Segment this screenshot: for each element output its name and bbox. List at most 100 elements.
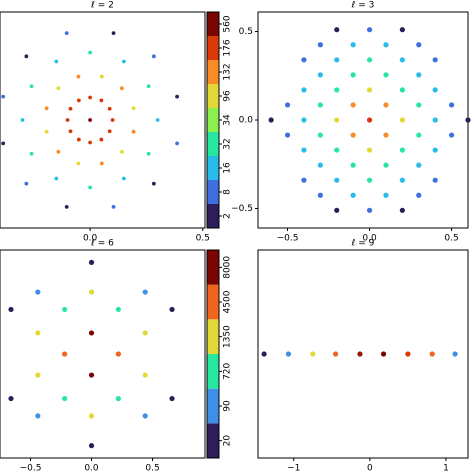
data-point [142, 289, 148, 295]
data-point [35, 289, 41, 295]
colorbar-label: 176 [223, 39, 233, 56]
data-point [399, 207, 405, 213]
data-point [54, 59, 59, 64]
colorbar-segment [207, 388, 219, 424]
y-tick-label: 0.0 [239, 116, 254, 126]
data-point [35, 330, 41, 336]
data-point [88, 95, 93, 100]
colorbar-segment [207, 84, 219, 108]
data-point [350, 42, 356, 48]
data-point [65, 118, 70, 122]
plot-frame [0, 11, 206, 229]
colorbar-frame [206, 249, 220, 459]
data-point [24, 54, 29, 59]
data-point [334, 87, 340, 93]
data-point [366, 177, 373, 183]
data-point [432, 147, 438, 153]
data-point [35, 413, 41, 419]
data-point [366, 57, 373, 63]
data-point [448, 132, 455, 138]
data-point [88, 413, 95, 419]
data-point [383, 42, 389, 48]
data-point [261, 351, 267, 357]
colorbar-segment [207, 423, 219, 458]
colorbar-segment [207, 36, 219, 60]
data-point [142, 372, 148, 378]
data-point [399, 117, 405, 123]
colorbar-label: 720 [223, 362, 233, 379]
panel: ℓ = 6 −0.5 0.0 0.5 20 90 720 1350 4500 8000 [0, 239, 233, 474]
data-point [110, 118, 115, 122]
colorbar-label: 16 [223, 162, 233, 174]
data-point [8, 395, 14, 402]
data-point [285, 351, 292, 357]
data-point [76, 74, 81, 79]
data-point [350, 102, 356, 108]
data-point [399, 27, 405, 33]
data-point [317, 102, 323, 108]
data-point [366, 207, 373, 213]
data-point [88, 50, 93, 55]
data-point [301, 177, 307, 183]
data-point [432, 117, 438, 123]
data-point [88, 289, 95, 295]
plot-frame [257, 249, 469, 459]
colorbar-label: 90 [223, 400, 233, 412]
data-point [54, 176, 59, 181]
data-point [383, 72, 389, 78]
panel-title: ℓ = 9 [351, 239, 375, 249]
data-point [20, 118, 25, 122]
data-point [88, 140, 93, 145]
data-point [155, 118, 160, 122]
data-point [88, 372, 95, 378]
data-point [399, 57, 405, 63]
data-point [62, 395, 68, 402]
data-point [432, 87, 438, 93]
data-point [350, 192, 356, 198]
x-tick-label: 0.5 [196, 234, 210, 244]
x-tick-label: 0.0 [83, 234, 98, 244]
panel: ℓ = 2 0.0 0.5 2 8 16 32 34 96 132 176 560 [0, 1, 233, 244]
data-point [122, 176, 126, 181]
data-point [175, 141, 179, 146]
data-point [146, 84, 151, 89]
data-point [334, 57, 340, 63]
data-point [357, 351, 363, 357]
data-point [383, 192, 389, 198]
data-point [350, 162, 356, 168]
colorbar-segment [207, 108, 219, 132]
colorbar-label: 96 [223, 90, 233, 102]
data-point [399, 147, 405, 153]
panel: ℓ = 9 −1 0 1 [257, 239, 469, 474]
data-point [68, 129, 73, 134]
colorbar-label: 1350 [223, 325, 233, 348]
data-point [317, 192, 323, 198]
data-point [99, 74, 104, 79]
colorbar-segment [207, 12, 219, 36]
data-point [334, 117, 340, 123]
data-point [88, 185, 93, 190]
panel-title: ℓ = 2 [90, 1, 114, 11]
data-point [405, 351, 411, 357]
panel: ℓ = 3 −0.5 0.0 0.5 0.5 0.0 −0.5 [231, 1, 471, 244]
data-point [151, 54, 156, 59]
data-point [301, 117, 307, 123]
x-tick-label: 0.0 [84, 464, 99, 474]
data-point [24, 181, 29, 186]
data-point [334, 147, 340, 153]
data-point [416, 162, 422, 168]
data-point [301, 147, 307, 153]
data-point [383, 102, 389, 108]
data-point [64, 31, 69, 36]
data-point [44, 129, 49, 134]
data-point [317, 162, 323, 168]
y-tick-label: 0.5 [239, 27, 253, 37]
data-point [366, 117, 373, 123]
data-point [1, 94, 6, 99]
data-point [99, 161, 104, 166]
data-point [1, 141, 6, 146]
data-point [366, 87, 373, 93]
data-point [44, 106, 49, 111]
x-tick-label: 0 [367, 464, 373, 474]
data-point [268, 117, 274, 123]
